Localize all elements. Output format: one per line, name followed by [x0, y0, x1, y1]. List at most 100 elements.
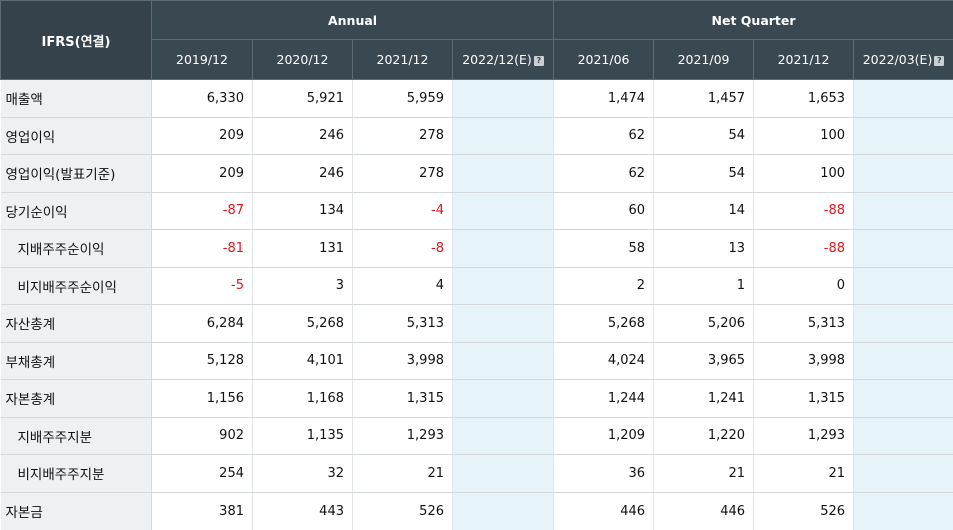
quarter-value-estimate-cell	[854, 155, 953, 193]
row-label: 지배주주순이익	[1, 230, 152, 268]
row-label: 매출액	[1, 80, 152, 118]
annual-value-cell: 443	[253, 492, 353, 530]
quarter-value-estimate-cell	[854, 267, 953, 305]
quarter-value-cell: 1,474	[554, 80, 654, 118]
help-icon[interactable]: ?	[534, 56, 544, 66]
annual-value-cell: 278	[353, 117, 453, 155]
annual-value-estimate-cell	[453, 192, 554, 230]
quarter-value-cell: 58	[554, 230, 654, 268]
row-label: 자산총계	[1, 305, 152, 343]
annual-group-header: Annual	[152, 1, 554, 40]
quarter-value-estimate-cell	[854, 455, 953, 493]
quarter-value-estimate-cell	[854, 305, 953, 343]
help-icon[interactable]: ?	[934, 56, 944, 66]
annual-value-estimate-cell	[453, 380, 554, 418]
annual-value-cell: 1,135	[253, 417, 353, 455]
quarter-value-cell: 60	[554, 192, 654, 230]
period-header-annual: 2019/12	[152, 40, 253, 80]
quarter-value-cell: 3,998	[754, 342, 854, 380]
row-label: 자본금	[1, 492, 152, 530]
period-header-annual: 2021/12	[353, 40, 453, 80]
period-label: 2022/12(E)	[462, 52, 532, 67]
quarter-value-cell: 446	[554, 492, 654, 530]
quarter-value-cell: 36	[554, 455, 654, 493]
quarter-value-cell: -88	[754, 230, 854, 268]
annual-value-cell: 3	[253, 267, 353, 305]
period-header-annual: 2020/12	[253, 40, 353, 80]
quarter-value-cell: 21	[654, 455, 754, 493]
annual-value-cell: 3,998	[353, 342, 453, 380]
ifrs-corner-header: IFRS(연결)	[1, 1, 152, 80]
annual-value-cell: 4,101	[253, 342, 353, 380]
quarter-value-cell: 1,209	[554, 417, 654, 455]
annual-value-cell: 6,330	[152, 80, 253, 118]
table-header: IFRS(연결) Annual Net Quarter 2019/12 2020…	[1, 1, 953, 80]
quarter-value-cell: 1,653	[754, 80, 854, 118]
annual-value-cell: 1,156	[152, 380, 253, 418]
annual-value-cell: 5,959	[353, 80, 453, 118]
quarter-value-cell: 62	[554, 155, 654, 193]
quarter-value-cell: 5,206	[654, 305, 754, 343]
annual-value-cell: 278	[353, 155, 453, 193]
quarter-value-cell: 54	[654, 117, 754, 155]
annual-value-cell: 5,128	[152, 342, 253, 380]
quarter-value-cell: 13	[654, 230, 754, 268]
annual-value-estimate-cell	[453, 417, 554, 455]
quarter-value-cell: 3,965	[654, 342, 754, 380]
quarter-value-cell: 14	[654, 192, 754, 230]
quarter-value-cell: 100	[754, 155, 854, 193]
period-header-quarter: 2021/12	[754, 40, 854, 80]
annual-value-estimate-cell	[453, 492, 554, 530]
quarter-value-estimate-cell	[854, 117, 953, 155]
annual-value-cell: 4	[353, 267, 453, 305]
annual-value-cell: 131	[253, 230, 353, 268]
annual-value-cell: 32	[253, 455, 353, 493]
quarter-group-header: Net Quarter	[554, 1, 953, 40]
quarter-value-cell: 4,024	[554, 342, 654, 380]
annual-value-estimate-cell	[453, 155, 554, 193]
annual-value-cell: 21	[353, 455, 453, 493]
quarter-value-cell: 21	[754, 455, 854, 493]
quarter-value-cell: -88	[754, 192, 854, 230]
quarter-value-cell: 0	[754, 267, 854, 305]
annual-value-cell: 6,284	[152, 305, 253, 343]
annual-value-cell: 5,921	[253, 80, 353, 118]
row-label: 비지배주주순이익	[1, 267, 152, 305]
quarter-value-cell: 1,315	[754, 380, 854, 418]
period-header-quarter-estimate: 2022/03(E)?	[854, 40, 953, 80]
quarter-value-cell: 1	[654, 267, 754, 305]
annual-value-estimate-cell	[453, 230, 554, 268]
annual-value-cell: 1,315	[353, 380, 453, 418]
row-label: 영업이익(발표기준)	[1, 155, 152, 193]
annual-value-cell: -87	[152, 192, 253, 230]
annual-value-cell: 209	[152, 155, 253, 193]
annual-value-cell: 246	[253, 117, 353, 155]
quarter-value-estimate-cell	[854, 417, 953, 455]
quarter-value-cell: 1,241	[654, 380, 754, 418]
quarter-value-estimate-cell	[854, 230, 953, 268]
annual-value-cell: -8	[353, 230, 453, 268]
annual-value-cell: 526	[353, 492, 453, 530]
annual-value-estimate-cell	[453, 267, 554, 305]
annual-value-estimate-cell	[453, 117, 554, 155]
row-label: 당기순이익	[1, 192, 152, 230]
row-label: 부채총계	[1, 342, 152, 380]
annual-value-cell: -5	[152, 267, 253, 305]
quarter-value-estimate-cell	[854, 492, 953, 530]
quarter-value-cell: 5,313	[754, 305, 854, 343]
quarter-value-cell: 54	[654, 155, 754, 193]
quarter-value-estimate-cell	[854, 192, 953, 230]
period-header-quarter: 2021/09	[654, 40, 754, 80]
annual-value-cell: 5,268	[253, 305, 353, 343]
annual-value-cell: 134	[253, 192, 353, 230]
annual-value-cell: 254	[152, 455, 253, 493]
